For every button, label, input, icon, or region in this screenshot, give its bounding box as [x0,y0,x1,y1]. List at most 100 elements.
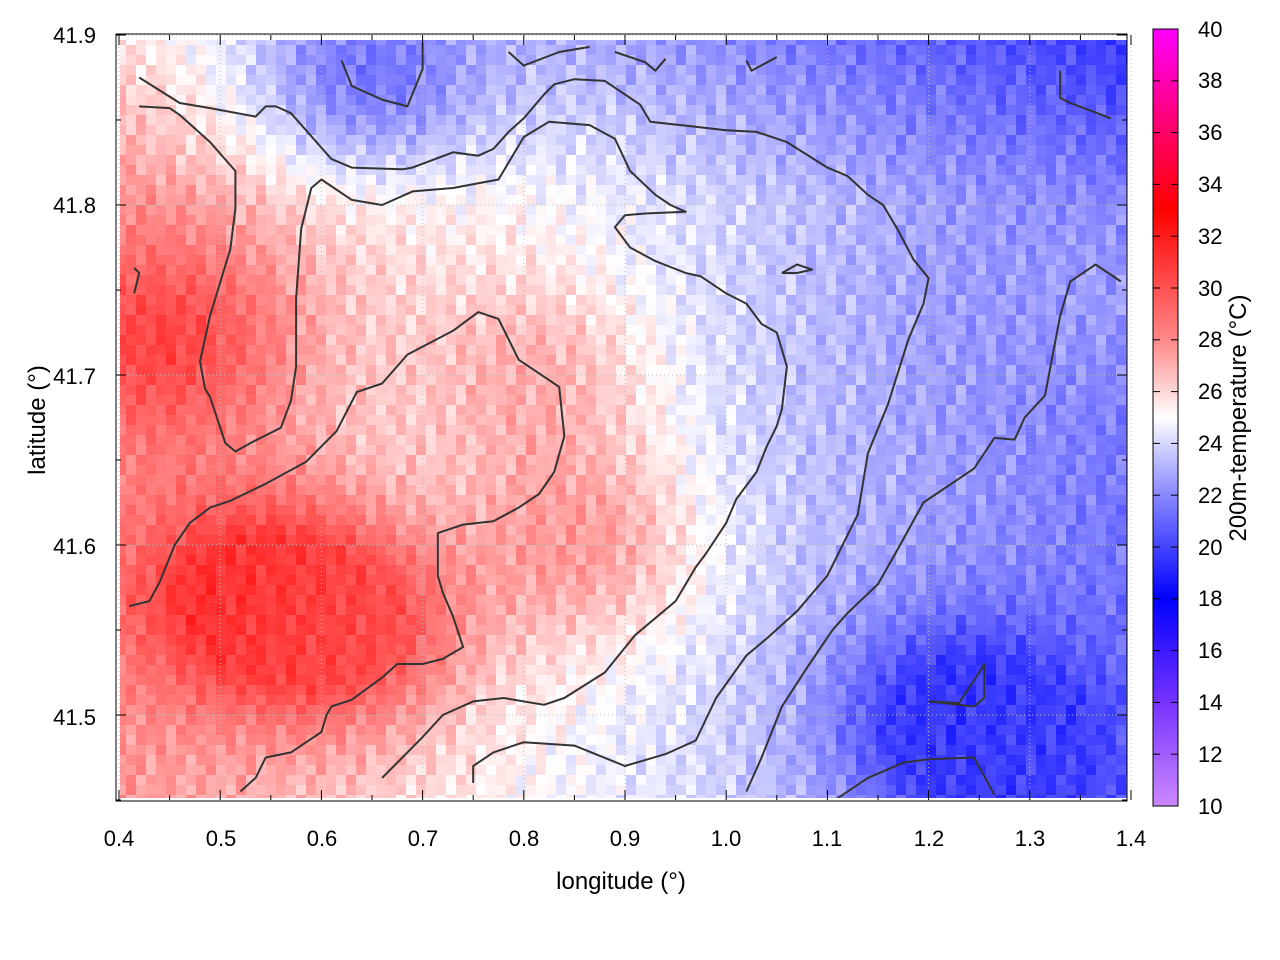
heatmap-cell [656,315,667,326]
heatmap-cell [1026,85,1037,96]
heatmap-cell [966,65,977,76]
heatmap-cell [120,365,127,376]
heatmap-cell [956,185,967,196]
heatmap-cell [276,185,287,196]
heatmap-cell [476,265,487,276]
heatmap-cell [1016,305,1027,316]
heatmap-cell [316,95,327,106]
heatmap-cell [1026,505,1037,516]
heatmap-cell [486,235,497,246]
heatmap-cell [636,315,647,326]
heatmap-cell [856,145,867,156]
heatmap-cell [426,335,437,346]
heatmap-cell [866,415,877,426]
heatmap-cell [856,245,867,256]
heatmap-cell [546,155,557,166]
heatmap-cell [596,205,607,216]
heatmap-cell [376,395,387,406]
heatmap-cell [156,45,167,56]
heatmap-cell [926,125,937,136]
heatmap-cell [1026,325,1037,336]
heatmap-cell [986,325,997,336]
heatmap-cell [636,205,647,216]
heatmap-cell [1106,85,1117,96]
heatmap-cell [1066,155,1077,166]
heatmap-cell [456,345,467,356]
heatmap-cell [1026,375,1037,386]
heatmap-cell [876,115,887,126]
heatmap-cell [286,405,297,416]
heatmap-cell [786,475,797,486]
heatmap-cell [666,295,677,306]
heatmap-cell [456,195,467,206]
heatmap-cell [576,195,587,206]
heatmap-cell [946,445,957,456]
heatmap-cell [1066,195,1077,206]
heatmap-cell [966,185,977,196]
heatmap-cell [1116,65,1127,76]
heatmap-cell [676,95,687,106]
heatmap-cell [356,205,367,216]
heatmap-cell [366,505,377,516]
heatmap-cell [976,445,987,456]
heatmap-cell [746,235,757,246]
heatmap-cell [946,325,957,336]
heatmap-cell [996,145,1007,156]
heatmap-cell [706,135,717,146]
heatmap-cell [746,275,757,286]
heatmap-cell [896,385,907,396]
heatmap-cell [466,65,477,76]
heatmap-cell [666,225,677,236]
heatmap-cell [416,165,427,176]
heatmap-cell [506,245,517,256]
heatmap-cell [426,145,437,156]
heatmap-cell [846,205,857,216]
heatmap-cell [666,65,677,76]
heatmap-cell [316,485,327,496]
heatmap-cell [416,195,427,206]
heatmap-cell [966,145,977,156]
heatmap-cell [776,165,787,176]
heatmap-cell [806,145,817,156]
heatmap-cell [326,355,337,366]
heatmap-cell [436,385,447,396]
heatmap-cell [296,295,307,306]
heatmap-cell [216,495,227,506]
heatmap-cell [196,295,207,306]
heatmap-cell [936,505,947,516]
heatmap-cell [906,465,917,476]
heatmap-cell [416,335,427,346]
heatmap-cell [226,335,237,346]
heatmap-cell [826,40,837,46]
heatmap-cell [566,515,577,526]
heatmap-cell [556,85,567,96]
heatmap-cell [396,175,407,186]
heatmap-cell [356,255,367,266]
heatmap-cell [1086,275,1097,286]
heatmap-cell [876,265,887,276]
heatmap-cell [1016,475,1027,486]
heatmap-cell [486,315,497,326]
heatmap-cell [766,125,777,136]
heatmap-cell [566,325,577,336]
heatmap-cell [636,75,647,86]
heatmap-cell [986,365,997,376]
heatmap-cell [436,95,447,106]
heatmap-cell [656,435,667,446]
heatmap-cell [1096,295,1107,306]
heatmap-cell [996,115,1007,126]
heatmap-cell [256,225,267,236]
heatmap-cell [586,325,597,336]
heatmap-cell [726,485,737,496]
heatmap-cell [326,325,337,336]
heatmap-cell [726,285,737,296]
heatmap-cell [776,145,787,156]
heatmap-cell [986,435,997,446]
heatmap-cell [716,355,727,366]
heatmap-cell [656,40,667,46]
heatmap-cell [1036,505,1047,516]
heatmap-cell [246,235,257,246]
heatmap-cell [186,245,197,256]
heatmap-cell [386,405,397,416]
heatmap-cell [1016,385,1027,396]
